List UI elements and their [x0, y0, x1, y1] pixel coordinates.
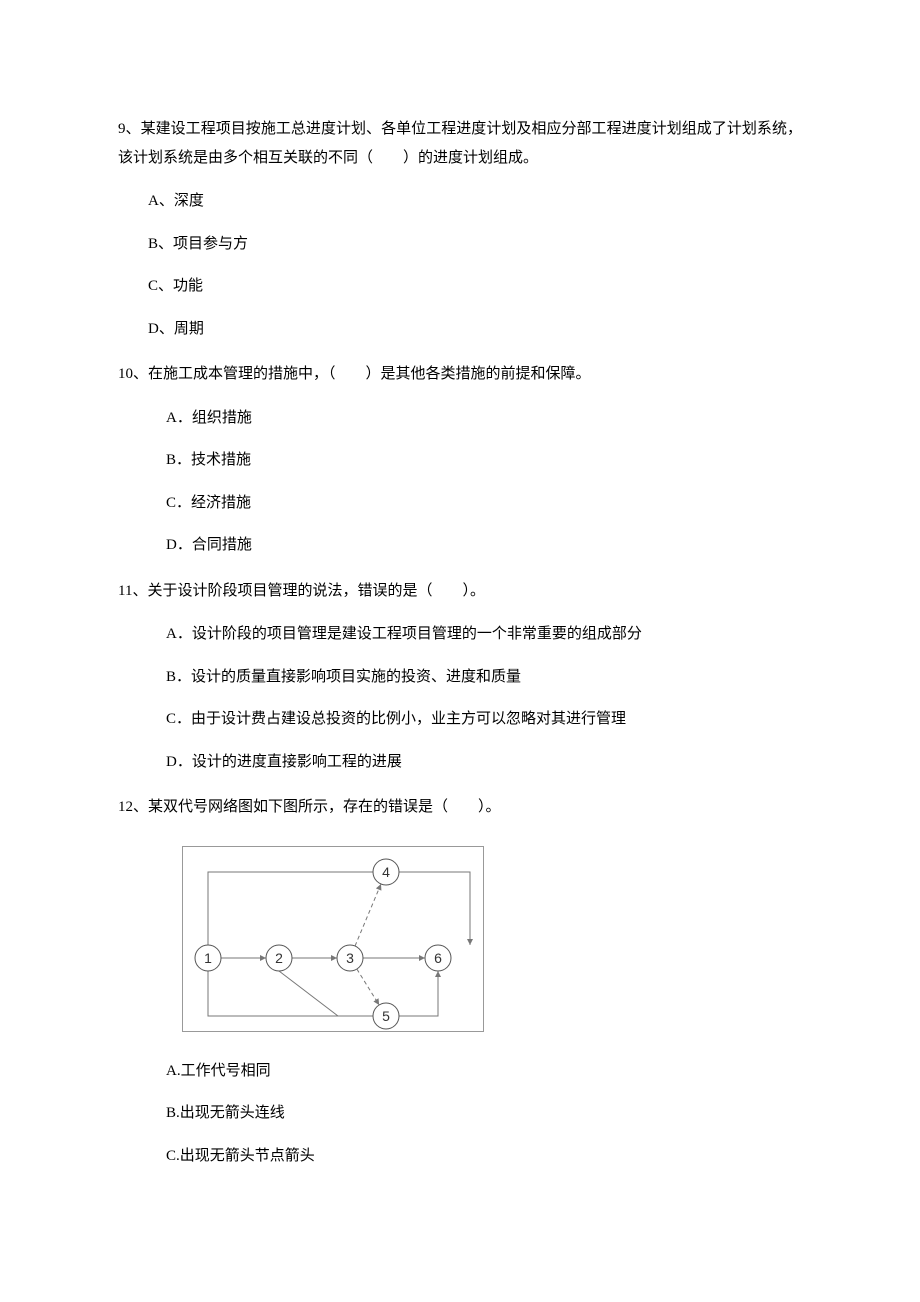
question-12: 12、某双代号网络图如下图所示，存在的错误是（ ）。 1 2 3 4 5 6 A.工作代号… [118, 793, 802, 1167]
question-10: 10、在施工成本管理的措施中，（ ）是其他各类措施的前提和保障。 A．组织措施 … [118, 360, 802, 557]
question-9-option-b: B、项目参与方 [148, 233, 802, 256]
question-9-option-a: A、深度 [148, 190, 802, 213]
question-10-options: A．组织措施 B．技术措施 C．经济措施 D．合同措施 [118, 407, 802, 557]
question-11-option-c: C．由于设计费占建设总投资的比例小，业主方可以忽略对其进行管理 [166, 708, 802, 731]
question-10-stem: 10、在施工成本管理的措施中，（ ）是其他各类措施的前提和保障。 [118, 360, 802, 389]
svg-text:6: 6 [434, 950, 442, 966]
question-11-option-b: B．设计的质量直接影响项目实施的投资、进度和质量 [166, 666, 802, 689]
question-9-option-c: C、功能 [148, 275, 802, 298]
svg-text:2: 2 [275, 950, 283, 966]
question-11: 11、关于设计阶段项目管理的说法，错误的是（ ）。 A．设计阶段的项目管理是建设… [118, 577, 802, 774]
question-12-option-b: B.出现无箭头连线 [166, 1102, 802, 1125]
question-9-option-d: D、周期 [148, 318, 802, 341]
question-11-stem: 11、关于设计阶段项目管理的说法，错误的是（ ）。 [118, 577, 802, 606]
question-9-stem: 9、某建设工程项目按施工总进度计划、各单位工程进度计划及相应分部工程进度计划组成… [118, 115, 802, 172]
document-page: 9、某建设工程项目按施工总进度计划、各单位工程进度计划及相应分部工程进度计划组成… [0, 0, 920, 1302]
svg-text:5: 5 [382, 1008, 390, 1024]
question-12-options: A.工作代号相同 B.出现无箭头连线 C.出现无箭头节点箭头 [118, 1060, 802, 1168]
question-12-option-c: C.出现无箭头节点箭头 [166, 1145, 802, 1168]
network-diagram: 1 2 3 4 5 6 [182, 846, 484, 1032]
svg-text:1: 1 [204, 950, 212, 966]
question-12-stem: 12、某双代号网络图如下图所示，存在的错误是（ ）。 [118, 793, 802, 822]
question-12-option-a: A.工作代号相同 [166, 1060, 802, 1083]
svg-text:4: 4 [382, 864, 390, 880]
svg-text:3: 3 [346, 950, 354, 966]
question-10-option-c: C．经济措施 [166, 492, 802, 515]
question-11-option-a: A．设计阶段的项目管理是建设工程项目管理的一个非常重要的组成部分 [166, 623, 802, 646]
question-11-option-d: D．设计的进度直接影响工程的进展 [166, 751, 802, 774]
question-9: 9、某建设工程项目按施工总进度计划、各单位工程进度计划及相应分部工程进度计划组成… [118, 115, 802, 340]
question-10-option-d: D．合同措施 [166, 534, 802, 557]
question-10-option-b: B．技术措施 [166, 449, 802, 472]
question-11-options: A．设计阶段的项目管理是建设工程项目管理的一个非常重要的组成部分 B．设计的质量… [118, 623, 802, 773]
question-10-option-a: A．组织措施 [166, 407, 802, 430]
question-9-options: A、深度 B、项目参与方 C、功能 D、周期 [118, 190, 802, 340]
network-diagram-wrap: 1 2 3 4 5 6 [118, 846, 802, 1032]
